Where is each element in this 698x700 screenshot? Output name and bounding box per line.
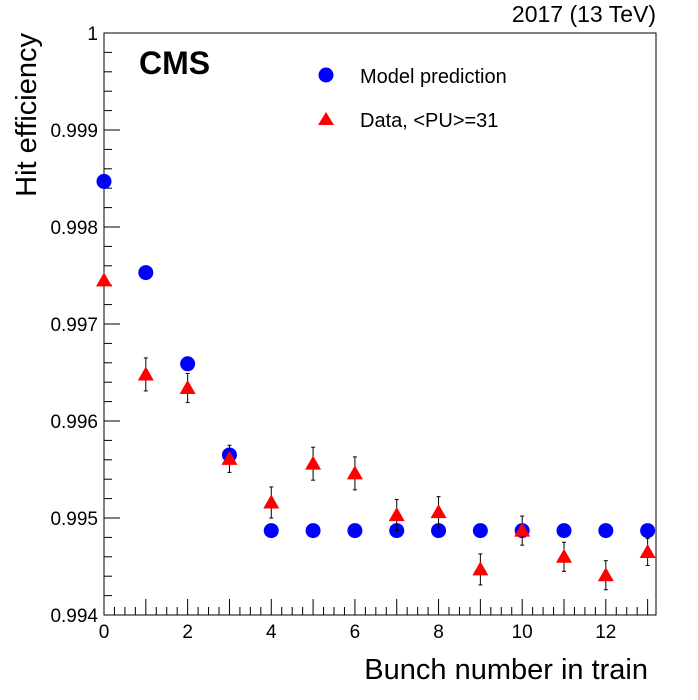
- data-point: [430, 504, 447, 519]
- data-point: [597, 567, 614, 582]
- data-point: [179, 380, 196, 395]
- model-prediction-point: [96, 173, 112, 189]
- x-tick-label: 2: [182, 622, 193, 643]
- data-point: [305, 455, 322, 470]
- top-right-label: 2017 (13 TeV): [512, 1, 656, 27]
- data-point: [639, 543, 656, 558]
- y-tick-label: 0.995: [50, 509, 98, 530]
- data-point: [514, 522, 531, 537]
- data-point: [472, 561, 489, 576]
- model-prediction-point: [138, 265, 154, 281]
- data-point: [263, 494, 280, 509]
- legend-data-label: Data, <PU>=31: [360, 110, 498, 132]
- data-point: [346, 465, 363, 480]
- legend: Model prediction Data, <PU>=31: [318, 66, 507, 132]
- model-prediction-point: [180, 356, 196, 372]
- x-tick-label: 6: [350, 622, 361, 643]
- x-tick-label: 12: [595, 622, 616, 643]
- data-point: [221, 450, 238, 465]
- y-tick-label: 0.994: [50, 606, 98, 627]
- legend-model-marker: [318, 67, 334, 83]
- y-tick-label: 0.998: [50, 218, 98, 239]
- model-prediction-point: [640, 523, 656, 539]
- x-tick-label: 0: [99, 622, 110, 643]
- data-point: [388, 507, 405, 522]
- y-tick-label: 0.999: [50, 121, 98, 142]
- data-point: [137, 366, 154, 381]
- model-prediction-point: [263, 523, 279, 539]
- y-tick-label: 0.997: [50, 315, 98, 336]
- cms-label: CMS: [139, 45, 210, 81]
- y-tick-label: 1: [87, 24, 98, 45]
- legend-model-label: Model prediction: [360, 66, 507, 88]
- model-prediction-point: [431, 523, 447, 539]
- x-axis-label: Bunch number in train: [364, 654, 648, 686]
- legend-data-marker: [318, 112, 334, 125]
- model-prediction-point: [305, 523, 321, 539]
- x-tick-label: 4: [266, 622, 277, 643]
- y-tick-label: 0.996: [50, 412, 98, 433]
- data-point: [96, 272, 112, 287]
- model-prediction-point: [347, 523, 363, 539]
- model-prediction-point: [598, 523, 614, 539]
- model-prediction-point: [556, 523, 572, 539]
- axis-ticks: 0 2 4 6 8 10 12 0.994 0.995 0.996 0.997 0.998 0.999 1: [50, 24, 649, 643]
- y-axis-label: Hit efficiency: [11, 33, 43, 197]
- model-prediction-point: [472, 523, 488, 539]
- data-points: [96, 173, 656, 591]
- x-tick-label: 8: [433, 622, 444, 643]
- x-tick-label: 10: [512, 622, 533, 643]
- data-point: [556, 548, 572, 563]
